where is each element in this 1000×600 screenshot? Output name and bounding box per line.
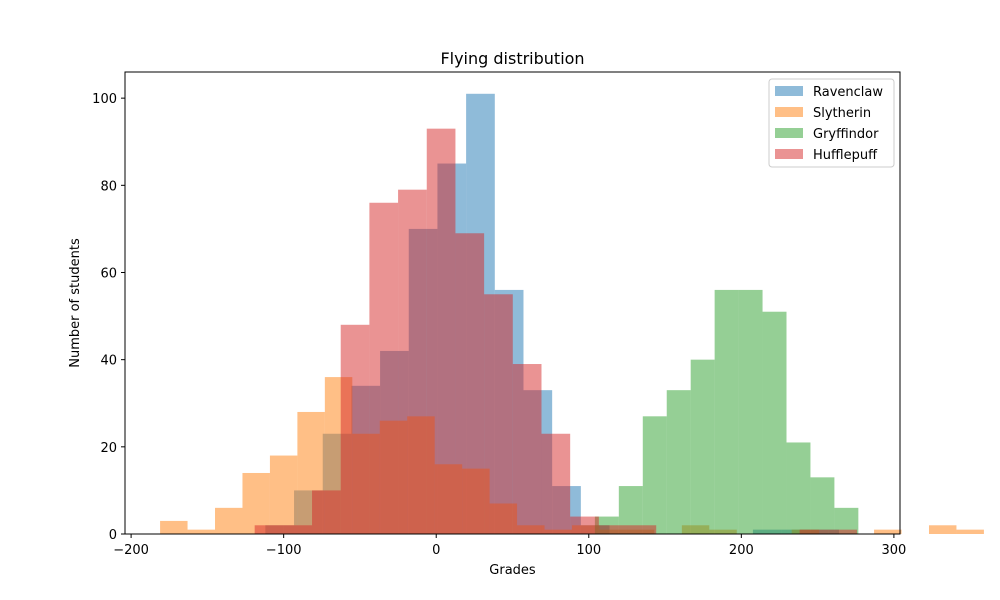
x-tick-label: 300 bbox=[881, 543, 906, 558]
gryffindor-bar bbox=[762, 311, 787, 534]
slytherin-bar bbox=[874, 529, 902, 534]
x-tick-label: −100 bbox=[266, 543, 302, 558]
hufflepuff-bar bbox=[570, 516, 599, 534]
plot-frame bbox=[124, 71, 901, 535]
gryffindor-bar bbox=[738, 289, 763, 534]
x-axis-ticks: −200 −100 0 100 200 300 bbox=[113, 534, 906, 558]
hufflepuff-bar bbox=[369, 202, 399, 534]
hufflepuff-bar bbox=[426, 128, 456, 534]
x-tick-label: 200 bbox=[729, 543, 754, 558]
slytherin-bar bbox=[928, 525, 957, 534]
gryffindor-bar bbox=[834, 507, 859, 534]
gryffindor-bar bbox=[618, 486, 643, 534]
chart-title: Flying distribution bbox=[440, 49, 584, 68]
y-tick-label: 0 bbox=[109, 528, 117, 543]
gryffindor-bar bbox=[714, 289, 739, 534]
hufflepuff-bar bbox=[340, 324, 370, 534]
y-tick-label: 40 bbox=[100, 354, 117, 369]
hufflepuff-bar bbox=[484, 294, 513, 534]
legend-entry: Ravenclaw bbox=[813, 85, 883, 100]
legend-box bbox=[768, 78, 895, 168]
hufflepuff-bar bbox=[627, 525, 657, 534]
x-axis-label: Grades bbox=[489, 563, 536, 578]
hufflepuff-bar bbox=[455, 233, 485, 534]
gryffindor-bar bbox=[666, 390, 691, 534]
y-tick-label: 80 bbox=[100, 179, 117, 194]
x-tick-label: 0 bbox=[432, 543, 440, 558]
legend-swatch bbox=[775, 86, 803, 96]
hufflepuff-bar bbox=[512, 364, 542, 534]
legend-swatch bbox=[775, 107, 803, 117]
hufflepuff-bar bbox=[799, 529, 829, 534]
gryffindor-bar bbox=[690, 359, 715, 534]
hufflepuff-bar bbox=[283, 525, 313, 534]
hufflepuff-bar bbox=[541, 433, 571, 534]
legend-entry: Hufflepuff bbox=[813, 148, 878, 163]
legend: Ravenclaw Slytherin Gryffindor Hufflepuff bbox=[768, 78, 895, 168]
gryffindor-bar bbox=[786, 442, 811, 534]
y-tick-label: 20 bbox=[100, 441, 117, 456]
slytherin-bar bbox=[215, 507, 243, 534]
hufflepuff-bar bbox=[398, 189, 427, 534]
hufflepuff-bar bbox=[828, 529, 857, 534]
y-tick-label: 60 bbox=[100, 266, 117, 281]
x-tick-label: 100 bbox=[576, 543, 601, 558]
gryffindor-bar bbox=[810, 477, 835, 534]
legend-swatch bbox=[775, 149, 803, 159]
legend-swatch bbox=[775, 128, 803, 138]
x-tick-label: −200 bbox=[113, 543, 149, 558]
slytherin-bar bbox=[269, 455, 298, 534]
hufflepuff-bar bbox=[598, 525, 628, 534]
slytherin-bar bbox=[187, 529, 216, 534]
slytherin-bar bbox=[956, 529, 984, 534]
legend-entry: Gryffindor bbox=[813, 127, 879, 142]
slytherin-bar bbox=[160, 520, 188, 534]
bars-layer bbox=[160, 93, 984, 534]
y-axis-ticks: 0 20 40 60 80 100 bbox=[92, 92, 125, 543]
slytherin-bar bbox=[242, 472, 270, 534]
hufflepuff-bar bbox=[312, 490, 341, 534]
legend-entry: Slytherin bbox=[813, 106, 871, 121]
y-tick-label: 100 bbox=[92, 92, 117, 107]
y-axis-label: Number of students bbox=[68, 238, 83, 368]
gryffindor-bar bbox=[642, 416, 667, 534]
series-hufflepuff bbox=[254, 128, 857, 534]
hufflepuff-bar bbox=[254, 525, 284, 534]
